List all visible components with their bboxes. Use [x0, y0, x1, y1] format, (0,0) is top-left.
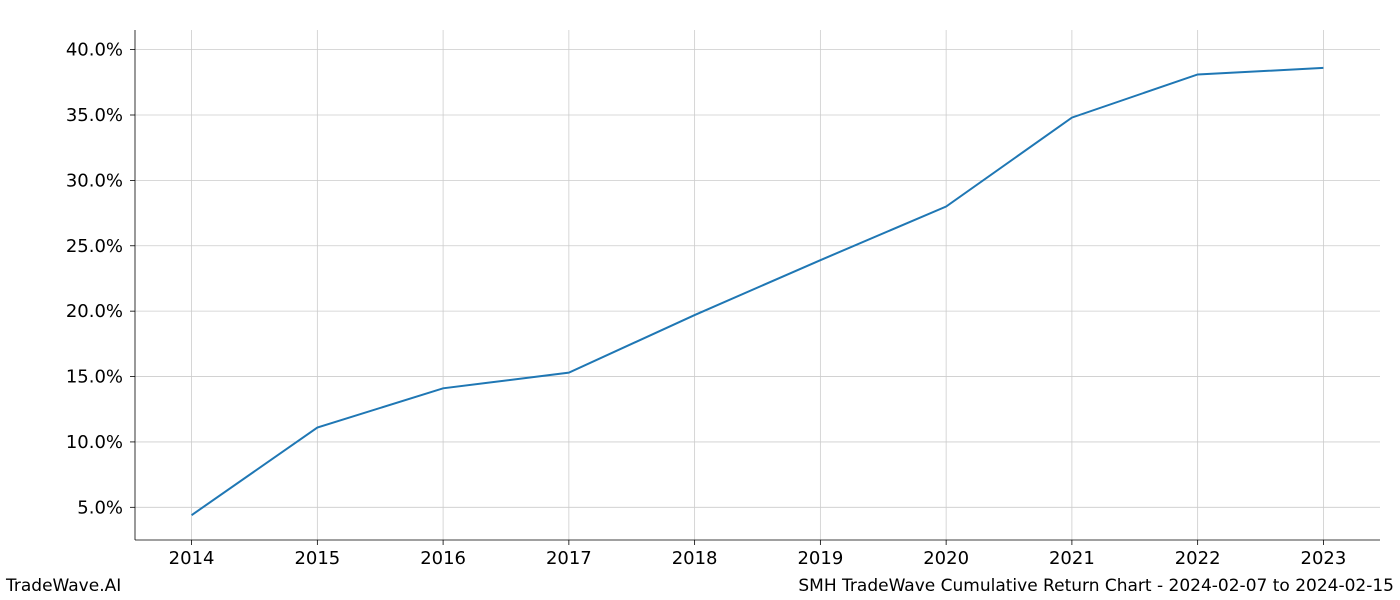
y-tick-label: 35.0%: [66, 105, 123, 126]
return-line: [192, 68, 1324, 515]
x-tick-label: 2017: [546, 548, 592, 569]
x-tick-label: 2019: [797, 548, 843, 569]
watermark-left: TradeWave.AI: [6, 576, 121, 596]
y-tick-label: 25.0%: [66, 236, 123, 257]
chart-container: 2014 2015 2016 2017 2018 2019 2020 2021 2022 2023…: [0, 0, 1400, 600]
x-tick-label: 2014: [169, 548, 215, 569]
y-tick-label: 30.0%: [66, 170, 123, 191]
y-tick-label: 5.0%: [77, 497, 123, 518]
x-tick-label: 2020: [923, 548, 969, 569]
x-tick-label: 2023: [1301, 548, 1347, 569]
x-tick-label: 2018: [672, 548, 718, 569]
caption-right: SMH TradeWave Cumulative Return Chart - …: [798, 576, 1394, 596]
line-chart: 2014 2015 2016 2017 2018 2019 2020 2021 2022 2023…: [0, 0, 1400, 600]
x-tick-label: 2016: [420, 548, 466, 569]
x-tick-label: 2015: [294, 548, 340, 569]
y-tick-label: 15.0%: [66, 367, 123, 388]
y-tick-label: 10.0%: [66, 432, 123, 453]
x-tick-label: 2022: [1175, 548, 1221, 569]
y-tick-label: 40.0%: [66, 40, 123, 61]
y-tick-label: 20.0%: [66, 301, 123, 322]
x-tick-label: 2021: [1049, 548, 1095, 569]
